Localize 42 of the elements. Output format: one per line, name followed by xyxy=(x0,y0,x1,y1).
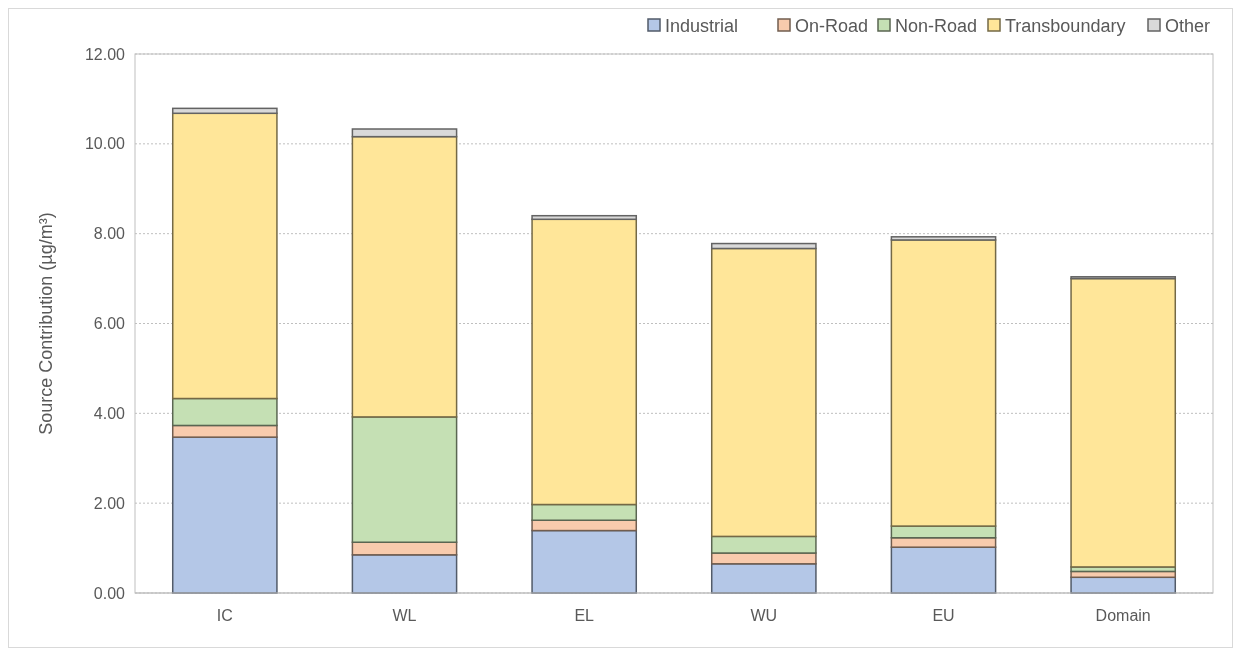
bar xyxy=(890,546,997,594)
x-tick-label: EL xyxy=(574,607,595,624)
y-tick-label: 6.00 xyxy=(93,315,126,333)
bar xyxy=(531,218,638,506)
bar xyxy=(531,503,638,521)
x-tick-label: WL xyxy=(392,607,417,624)
bar xyxy=(351,135,458,418)
x-tick-label: IC xyxy=(216,607,233,624)
bar xyxy=(351,554,458,594)
bar xyxy=(710,535,817,554)
legend-label: Transboundary xyxy=(1005,16,1126,37)
y-tick-label: 10.00 xyxy=(84,135,126,153)
bar xyxy=(710,247,817,538)
bar xyxy=(171,436,278,594)
bar xyxy=(531,529,638,594)
bar xyxy=(890,525,997,539)
y-tick-label: 2.00 xyxy=(93,494,126,512)
y-tick-label: 4.00 xyxy=(93,404,126,422)
y-tick-label: 0.00 xyxy=(93,584,126,602)
legend-label: Non-Road xyxy=(895,16,978,37)
y-tick-label: 12.00 xyxy=(84,45,126,63)
x-tick-label: WU xyxy=(750,607,778,624)
bar xyxy=(890,239,997,527)
bar xyxy=(890,236,997,241)
bar xyxy=(171,112,278,400)
bar xyxy=(351,541,458,556)
legend-label: Industrial xyxy=(665,16,739,37)
bar xyxy=(351,416,458,543)
bar xyxy=(171,107,278,115)
bar xyxy=(710,242,817,250)
x-tick-label: EU xyxy=(932,607,955,624)
x-tick-label: Domain xyxy=(1095,607,1151,624)
legend-label: Other xyxy=(1165,16,1211,37)
bar xyxy=(1070,277,1177,568)
bar xyxy=(171,397,278,427)
bar xyxy=(351,128,458,138)
y-axis-title: Source Contribution (µg/m³) xyxy=(36,212,56,435)
bar xyxy=(531,214,638,221)
bar xyxy=(171,424,278,438)
bar xyxy=(710,552,817,565)
y-tick-label: 8.00 xyxy=(93,225,126,243)
legend-label: On-Road xyxy=(795,16,869,37)
